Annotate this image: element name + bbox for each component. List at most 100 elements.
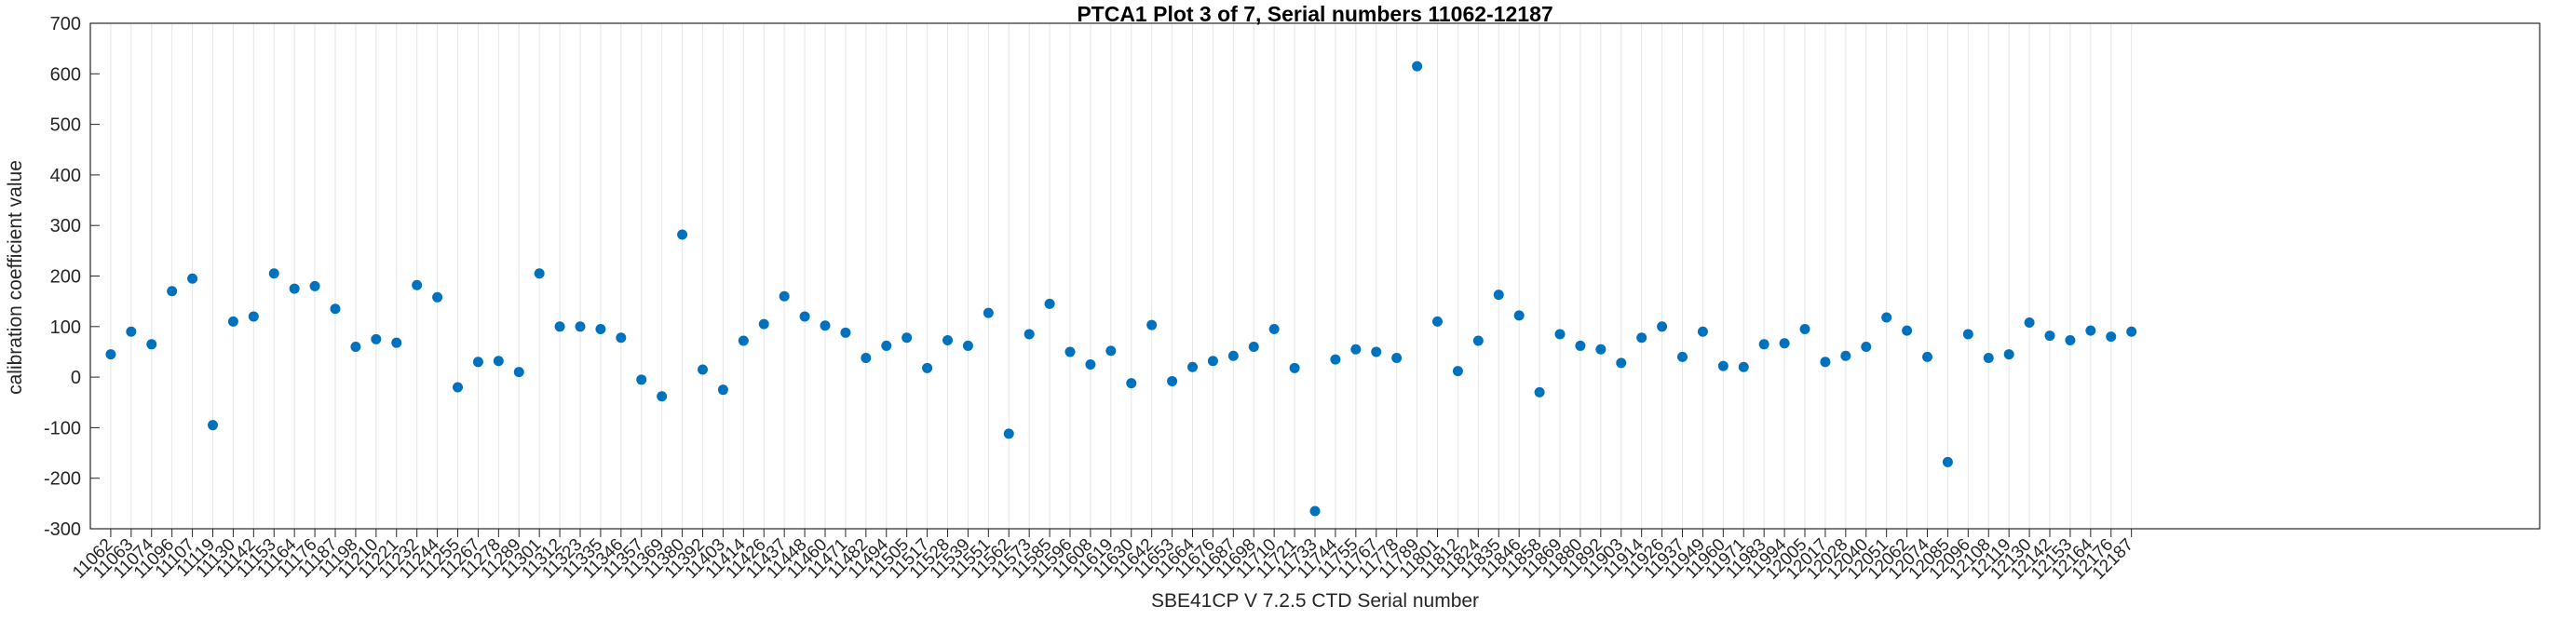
data-point xyxy=(1942,456,1953,467)
data-point xyxy=(371,333,382,344)
data-point xyxy=(289,283,300,294)
data-point xyxy=(309,280,320,291)
data-point xyxy=(1616,357,1627,369)
data-point xyxy=(657,391,668,402)
data-point xyxy=(227,316,238,327)
data-point xyxy=(1697,326,1708,337)
data-point xyxy=(1902,325,1913,336)
data-point xyxy=(1922,351,1932,362)
data-point xyxy=(1452,366,1463,377)
data-point xyxy=(983,307,994,318)
data-point xyxy=(677,229,688,240)
data-point xyxy=(616,332,627,344)
y-tick-label: -100 xyxy=(44,418,81,438)
y-tick-label: 600 xyxy=(50,64,81,85)
data-point xyxy=(534,268,545,279)
data-point xyxy=(840,327,851,338)
data-point xyxy=(1412,61,1423,72)
data-point xyxy=(493,356,504,367)
data-point xyxy=(799,311,810,322)
y-tick-label: 100 xyxy=(50,317,81,338)
data-point xyxy=(1513,310,1525,321)
data-point xyxy=(126,326,137,337)
data-point xyxy=(2106,331,2117,343)
data-point xyxy=(1330,354,1341,365)
data-point xyxy=(861,352,872,363)
data-point xyxy=(472,357,483,368)
data-point xyxy=(167,286,178,297)
data-point xyxy=(779,290,790,302)
data-point xyxy=(1391,352,1403,363)
data-point xyxy=(453,382,463,393)
data-point xyxy=(1962,329,1973,340)
data-point xyxy=(1146,319,1158,330)
data-point xyxy=(1085,359,1096,371)
data-point xyxy=(391,337,402,348)
data-point xyxy=(1983,352,1994,363)
data-point xyxy=(820,320,831,331)
data-point xyxy=(595,324,606,335)
data-point xyxy=(1554,329,1566,340)
data-point xyxy=(1758,339,1769,350)
y-tick-label: 0 xyxy=(71,368,81,388)
data-point xyxy=(758,318,769,330)
data-point xyxy=(2065,334,2076,345)
data-point xyxy=(1861,342,1872,353)
data-point xyxy=(1677,351,1688,362)
data-point xyxy=(432,291,443,303)
data-point xyxy=(248,311,259,322)
data-point xyxy=(1534,386,1545,398)
x-axis-label: SBE41CP V 7.2.5 CTD Serial number xyxy=(1150,590,1480,612)
data-point xyxy=(738,335,749,346)
chart-title: PTCA1 Plot 3 of 7, Serial numbers 11062-… xyxy=(1077,2,1553,26)
y-tick-label: -300 xyxy=(44,519,81,540)
data-point xyxy=(2085,325,2096,336)
data-point xyxy=(1738,361,1749,372)
data-point xyxy=(2044,330,2055,342)
data-point xyxy=(1167,375,1178,386)
data-point xyxy=(1840,350,1851,361)
data-point xyxy=(1064,346,1076,357)
y-tick-label: 200 xyxy=(50,267,81,288)
data-point xyxy=(1289,362,1300,373)
data-point xyxy=(717,384,728,396)
data-point xyxy=(105,349,116,360)
data-point xyxy=(208,420,218,431)
data-point xyxy=(2024,317,2035,328)
y-axis-label: calibration coefficient value xyxy=(5,160,26,395)
data-point xyxy=(2126,326,2137,337)
data-point xyxy=(1003,428,1014,439)
data-point xyxy=(350,342,361,353)
data-point xyxy=(412,279,423,290)
data-point xyxy=(1493,290,1504,301)
data-point xyxy=(1657,321,1668,332)
data-point xyxy=(1187,361,1198,372)
data-point xyxy=(942,334,953,345)
data-point xyxy=(1371,346,1382,357)
data-point xyxy=(1126,378,1137,389)
y-tick-label: 300 xyxy=(50,216,81,236)
data-point xyxy=(636,374,647,385)
data-point xyxy=(1248,342,1259,353)
data-point xyxy=(1820,357,1831,368)
data-point xyxy=(187,273,198,284)
y-tick-label: 700 xyxy=(50,14,81,34)
data-point xyxy=(902,332,913,344)
data-point xyxy=(575,321,586,332)
data-point xyxy=(268,268,279,279)
data-point xyxy=(1350,344,1362,355)
data-point xyxy=(1268,324,1280,335)
data-point xyxy=(1044,298,1055,309)
data-point xyxy=(1636,332,1647,344)
data-point xyxy=(1105,345,1117,357)
data-point xyxy=(330,303,341,315)
data-point xyxy=(1779,338,1790,349)
data-point xyxy=(1227,350,1239,361)
data-point xyxy=(1799,324,1810,335)
data-point xyxy=(513,367,524,378)
data-point xyxy=(962,340,973,351)
data-point xyxy=(1717,360,1729,371)
data-point xyxy=(1309,505,1321,517)
